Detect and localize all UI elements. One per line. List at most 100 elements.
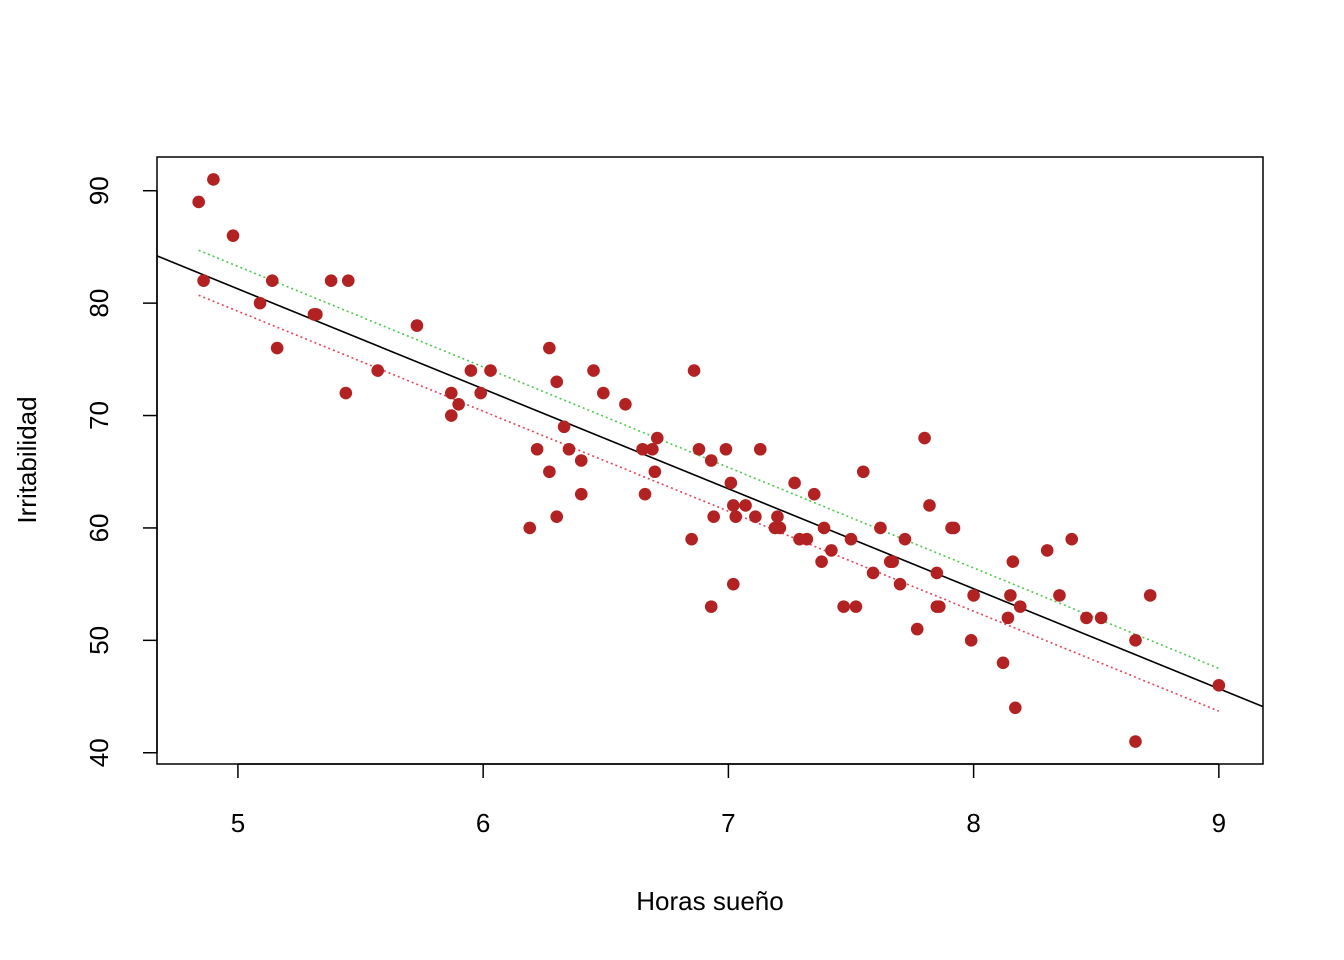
data-point [619,397,632,411]
data-point [918,431,931,445]
data-point [1013,600,1027,613]
data-point [1129,735,1142,748]
data-point [886,555,899,568]
y-tick-label: 90 [84,176,114,205]
data-point [807,487,821,501]
data-point [1065,532,1079,546]
data-point [562,442,576,456]
data-point [464,364,478,377]
x-tick-label: 7 [721,808,735,838]
data-point [849,600,863,613]
data-point [788,476,801,490]
data-point [207,173,220,186]
data-point [866,566,880,580]
data-point [856,465,870,479]
data-point [1094,611,1108,625]
data-point [1006,555,1020,568]
data-point [1129,634,1142,647]
data-point [837,600,850,613]
x-tick-label: 5 [231,808,245,838]
data-point [226,229,240,242]
data-point [1212,679,1226,692]
data-point [550,375,564,389]
line-solid-0 [157,255,1263,708]
data-point [773,521,787,535]
data-point [1080,611,1093,625]
x-tick-label: 6 [476,808,490,838]
data-point [874,521,887,535]
data-point [964,634,978,647]
data-point [771,510,784,524]
data-point [932,600,946,613]
data-point [339,386,353,400]
y-axis: 40 50 60 70 80 90 [84,176,158,767]
data-point [739,499,752,512]
data-point [704,454,718,467]
data-point [197,274,210,287]
data-point [543,341,556,355]
data-point [1001,611,1015,625]
data-point [270,341,284,355]
data-point [310,308,323,321]
data-point [1009,701,1022,715]
data-point [930,566,944,580]
data-point [726,577,740,591]
data-point [817,521,831,535]
data-point [729,510,743,524]
line-dotted-2 [198,294,1220,712]
x-tick-label: 9 [1212,808,1226,838]
data-point [753,442,767,456]
data-point [719,442,733,456]
data-point [253,296,267,310]
data-point [947,521,961,535]
data-point [452,397,465,411]
data-point [587,364,600,377]
data-point [967,589,980,602]
data-point [923,499,936,512]
data-point [638,487,652,501]
data-point [685,532,698,546]
data-point [815,555,828,568]
data-point [825,544,838,557]
data-point [192,195,205,209]
data-point [646,442,659,456]
data-points [192,173,1226,748]
data-point [523,521,537,535]
data-point [996,656,1010,670]
data-point [726,499,740,512]
data-point [1143,589,1157,602]
data-point [371,364,385,377]
data-point [265,274,279,287]
data-point [444,409,458,422]
data-point [410,319,424,332]
data-point [557,420,571,434]
y-tick-label: 50 [84,626,114,655]
y-axis-label: Irritabilidad [12,396,42,523]
data-point [898,532,912,546]
data-point [1004,589,1017,602]
y-tick-label: 70 [84,401,114,430]
data-point [341,274,355,287]
data-point [324,274,338,287]
data-point [484,364,497,377]
data-point [574,454,588,467]
x-axis: 5 6 7 8 9 [231,763,1226,838]
y-tick-label: 80 [84,289,114,318]
data-point [800,532,814,546]
y-tick-label: 40 [84,738,114,767]
data-point [444,386,458,400]
data-point [648,465,662,479]
data-point [844,532,858,546]
regression-lines [157,249,1263,712]
x-tick-label: 8 [966,808,980,838]
data-point [550,510,564,524]
data-point [910,622,924,636]
data-point [650,431,664,445]
data-point [704,600,718,613]
data-point [597,386,610,400]
data-point [707,510,720,524]
data-point [687,364,701,377]
data-point [724,476,738,490]
data-point [530,442,544,456]
